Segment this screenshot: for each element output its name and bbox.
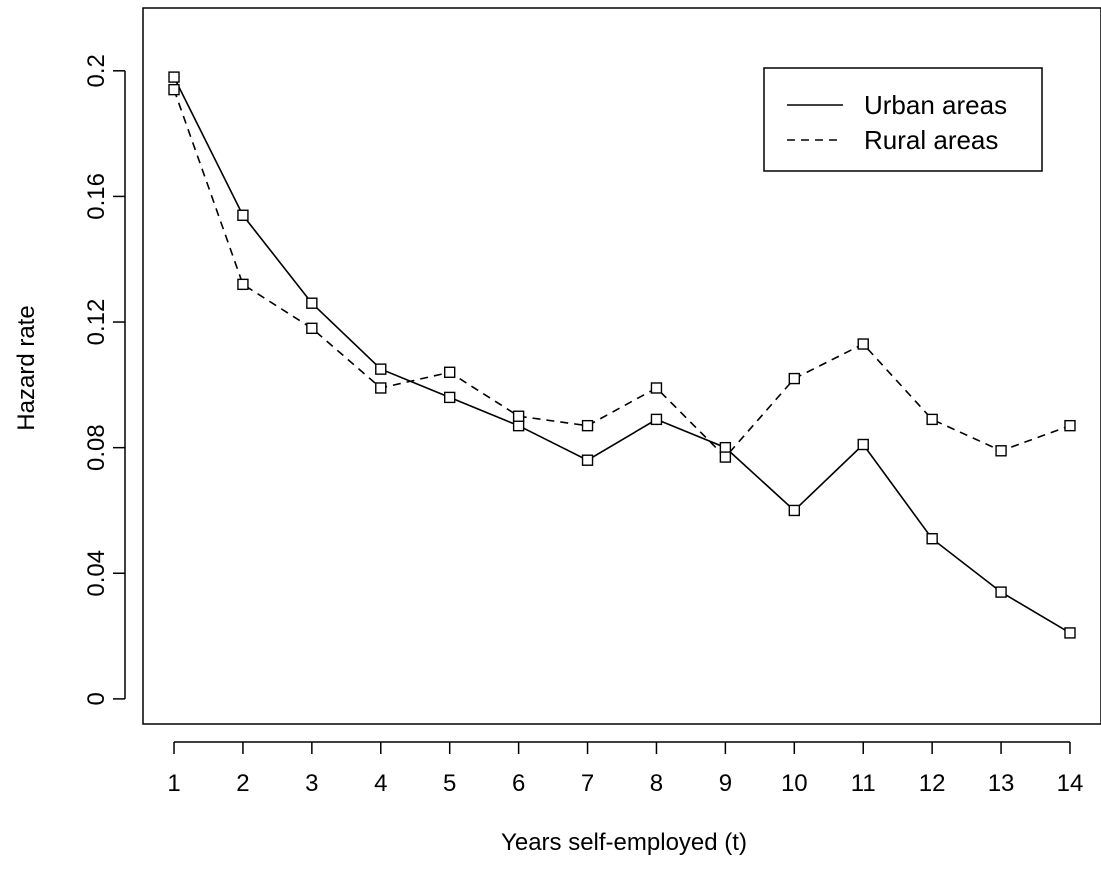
y-tick-label: 0.12 bbox=[83, 299, 110, 346]
y-axis: 0 0.04 0.08 0.12 0.16 0.2 bbox=[83, 54, 126, 706]
legend-label-urban: Urban areas bbox=[864, 90, 1007, 120]
data-point-rural-areas bbox=[857, 338, 869, 350]
data-point-rural-areas bbox=[926, 413, 938, 426]
x-tick-label: 12 bbox=[919, 770, 946, 797]
x-tick-label: 10 bbox=[781, 770, 808, 797]
data-point-urban-areas bbox=[443, 391, 456, 404]
x-tick-label: 1 bbox=[167, 770, 180, 797]
y-axis-title: Hazard rate bbox=[13, 305, 40, 430]
x-tick-label: 4 bbox=[374, 770, 387, 797]
legend-box bbox=[763, 67, 1043, 172]
data-point-rural-areas bbox=[995, 445, 1007, 457]
data-point-urban-areas bbox=[375, 363, 387, 375]
data-point-rural-areas bbox=[306, 322, 318, 335]
x-tick-label: 2 bbox=[236, 770, 249, 797]
data-point-rural-areas bbox=[512, 410, 525, 422]
data-point-rural-areas bbox=[719, 451, 732, 463]
data-point-urban-areas bbox=[168, 71, 180, 83]
x-tick-label: 13 bbox=[988, 770, 1015, 797]
x-axis: 1 2 3 4 5 6 7 8 9 10 11 12 13 14 bbox=[167, 741, 1084, 797]
series-layer bbox=[168, 71, 1076, 639]
data-point-rural-areas bbox=[168, 83, 180, 96]
data-point-urban-areas bbox=[650, 413, 663, 426]
x-tick-label: 6 bbox=[512, 770, 525, 797]
data-point-urban-areas bbox=[306, 297, 318, 309]
plot-frame bbox=[142, 7, 1101, 725]
x-tick-label: 3 bbox=[305, 770, 318, 797]
data-point-rural-areas bbox=[1064, 419, 1076, 432]
data-point-rural-areas bbox=[443, 366, 456, 378]
x-axis-title: Years self-employed (t) bbox=[501, 829, 747, 856]
data-point-urban-areas bbox=[581, 454, 594, 466]
data-point-rural-areas bbox=[375, 382, 387, 394]
data-point-urban-areas bbox=[719, 441, 732, 454]
y-tick-label: 0.08 bbox=[83, 424, 110, 471]
x-tick-label: 5 bbox=[443, 770, 456, 797]
data-point-urban-areas bbox=[995, 586, 1007, 598]
data-point-rural-areas bbox=[237, 278, 249, 291]
data-point-urban-areas bbox=[237, 209, 249, 221]
x-tick-label: 8 bbox=[650, 770, 663, 797]
legend: Urban areas Rural areas bbox=[763, 67, 1043, 172]
series-line-urban-areas bbox=[173, 76, 1071, 634]
x-tick-label: 11 bbox=[851, 770, 876, 797]
y-tick-label: 0.2 bbox=[83, 54, 110, 87]
y-tick-label: 0 bbox=[83, 692, 110, 705]
x-tick-label: 14 bbox=[1057, 770, 1084, 797]
data-point-urban-areas bbox=[788, 504, 801, 517]
data-point-urban-areas bbox=[512, 419, 525, 432]
x-tick-label: 7 bbox=[581, 770, 594, 797]
data-point-urban-areas bbox=[926, 533, 938, 545]
data-point-urban-areas bbox=[1064, 627, 1076, 639]
data-point-rural-areas bbox=[650, 382, 663, 394]
y-tick-label: 0.16 bbox=[83, 173, 110, 220]
data-point-rural-areas bbox=[581, 419, 594, 432]
x-tick-label: 9 bbox=[719, 770, 732, 797]
data-point-rural-areas bbox=[788, 372, 801, 385]
data-point-urban-areas bbox=[857, 438, 869, 451]
y-tick-label: 0.04 bbox=[83, 550, 110, 597]
legend-label-rural: Rural areas bbox=[864, 125, 998, 155]
